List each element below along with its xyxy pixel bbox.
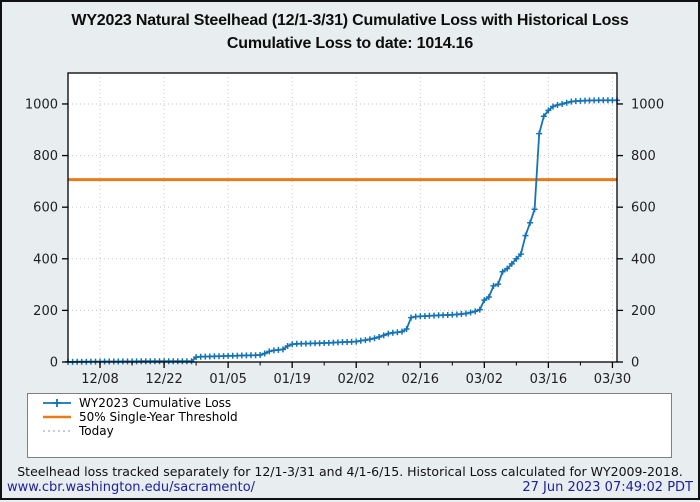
svg-text:03/30: 03/30 xyxy=(594,372,631,387)
legend-item-threshold: 50% Single-Year Threshold xyxy=(28,410,671,424)
svg-text:03/16: 03/16 xyxy=(530,372,567,387)
svg-text:800: 800 xyxy=(33,149,58,164)
svg-text:400: 400 xyxy=(631,252,656,267)
svg-text:200: 200 xyxy=(33,304,58,319)
footer-note: Steelhead loss tracked separately for 12… xyxy=(17,464,683,479)
svg-text:12/08: 12/08 xyxy=(81,372,118,387)
chart-title-line1: WY2023 Natural Steelhead (12/1-3/31) Cum… xyxy=(71,12,629,29)
footer-timestamp: 27 Jun 2023 07:49:02 PDT xyxy=(522,480,693,495)
legend: WY2023 Cumulative Loss 50% Single-Year T… xyxy=(27,393,672,458)
svg-text:01/05: 01/05 xyxy=(209,372,246,387)
svg-text:400: 400 xyxy=(33,252,58,267)
legend-label: WY2023 Cumulative Loss xyxy=(79,396,232,410)
legend-item-today: Today xyxy=(28,424,671,438)
svg-text:12/22: 12/22 xyxy=(145,372,182,387)
svg-text:01/19: 01/19 xyxy=(273,372,310,387)
footer-bar: www.cbr.washington.edu/sacramento/ 27 Ju… xyxy=(2,480,698,495)
cbr-sacramento-link[interactable]: www.cbr.washington.edu/sacramento/ xyxy=(7,480,256,495)
orange-line-sample xyxy=(43,415,71,419)
svg-text:800: 800 xyxy=(631,149,656,164)
chart-title: WY2023 Natural Steelhead (12/1-3/31) Cum… xyxy=(2,9,698,55)
svg-text:200: 200 xyxy=(631,304,656,319)
chart-title-line2: Cumulative Loss to date: 1014.16 xyxy=(226,35,474,52)
legend-label: 50% Single-Year Threshold xyxy=(79,410,238,424)
svg-text:0: 0 xyxy=(631,356,639,371)
blue-plus-line-sample xyxy=(43,399,71,407)
svg-text:02/02: 02/02 xyxy=(337,372,374,387)
gray-dotted-line-sample xyxy=(43,430,71,432)
svg-text:600: 600 xyxy=(631,201,656,216)
svg-text:03/02: 03/02 xyxy=(466,372,503,387)
svg-text:1000: 1000 xyxy=(25,97,58,112)
svg-text:600: 600 xyxy=(33,201,58,216)
legend-label: Today xyxy=(79,424,114,438)
svg-text:1000: 1000 xyxy=(631,97,664,112)
svg-text:0: 0 xyxy=(50,356,58,371)
svg-text:02/16: 02/16 xyxy=(402,372,439,387)
legend-item-cumulative-loss: WY2023 Cumulative Loss xyxy=(28,396,671,410)
